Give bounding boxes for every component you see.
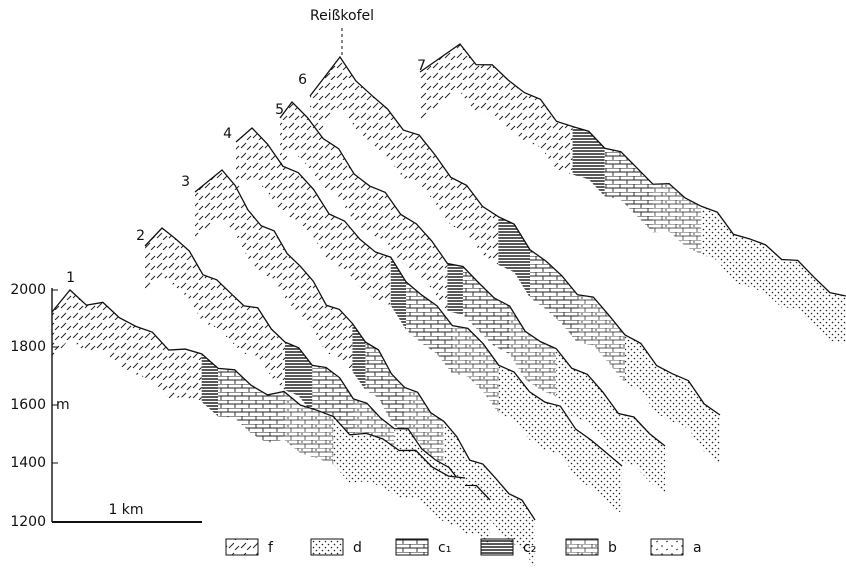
summit-label: Reißkofel	[310, 8, 374, 24]
legend-swatch	[566, 539, 598, 555]
profile-number: 2	[136, 228, 145, 244]
tick-label: 1800	[10, 339, 46, 355]
legend-label: c₁	[438, 540, 451, 556]
legend-swatch	[226, 539, 258, 555]
rock-unit	[202, 354, 218, 417]
profile-number: 1	[66, 270, 75, 286]
tick-label: 1200	[10, 514, 46, 530]
rock-unit	[498, 217, 530, 298]
legend-swatch	[651, 539, 683, 555]
profile-number: 3	[181, 174, 190, 190]
profile-number: 5	[275, 102, 284, 118]
axis-unit: m	[56, 397, 70, 413]
legend: f d c₁ c₂ b a	[226, 539, 702, 556]
rock-unit	[573, 127, 605, 197]
tick-label: 1600	[10, 397, 46, 413]
rock-unit	[530, 250, 578, 343]
rock-unit	[605, 148, 653, 232]
legend-swatch	[311, 539, 343, 555]
geologic-profiles: 7 65 4 3 2 1 Reißkofel 1 km m 2000 1800 1600 140…	[0, 0, 846, 573]
tick-label: 1400	[10, 455, 46, 471]
legend-label: b	[608, 540, 617, 556]
profiles: 7 65 4 3 2 1	[52, 44, 846, 568]
legend-label: c₂	[523, 540, 536, 556]
tick-label: 2000	[10, 282, 46, 298]
rock-unit	[52, 290, 202, 402]
legend-label: d	[353, 540, 362, 556]
legend-swatch	[481, 539, 513, 555]
rock-unit	[701, 206, 846, 344]
rock-unit	[391, 257, 406, 330]
axis-ticks: 2000 1800 1600 1400 1200	[10, 282, 58, 530]
rock-unit	[420, 44, 573, 175]
profile-number: 4	[223, 126, 232, 142]
profile-number: 7	[417, 58, 426, 74]
legend-swatch	[396, 539, 428, 555]
rock-unit	[447, 263, 463, 314]
profile-number: 6	[298, 72, 307, 88]
scale-bar-label: 1 km	[108, 502, 143, 518]
legend-label: a	[693, 540, 702, 556]
rock-unit	[653, 184, 701, 255]
legend-label: f	[268, 540, 274, 556]
rock-unit	[578, 295, 626, 383]
